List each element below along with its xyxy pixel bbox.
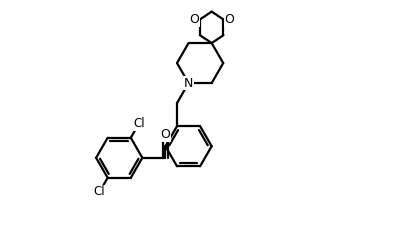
Text: N: N <box>184 77 193 90</box>
Text: O: O <box>224 13 234 26</box>
Text: Cl: Cl <box>94 185 105 198</box>
Text: O: O <box>189 13 199 26</box>
Text: Cl: Cl <box>133 117 145 130</box>
Text: O: O <box>160 128 170 141</box>
